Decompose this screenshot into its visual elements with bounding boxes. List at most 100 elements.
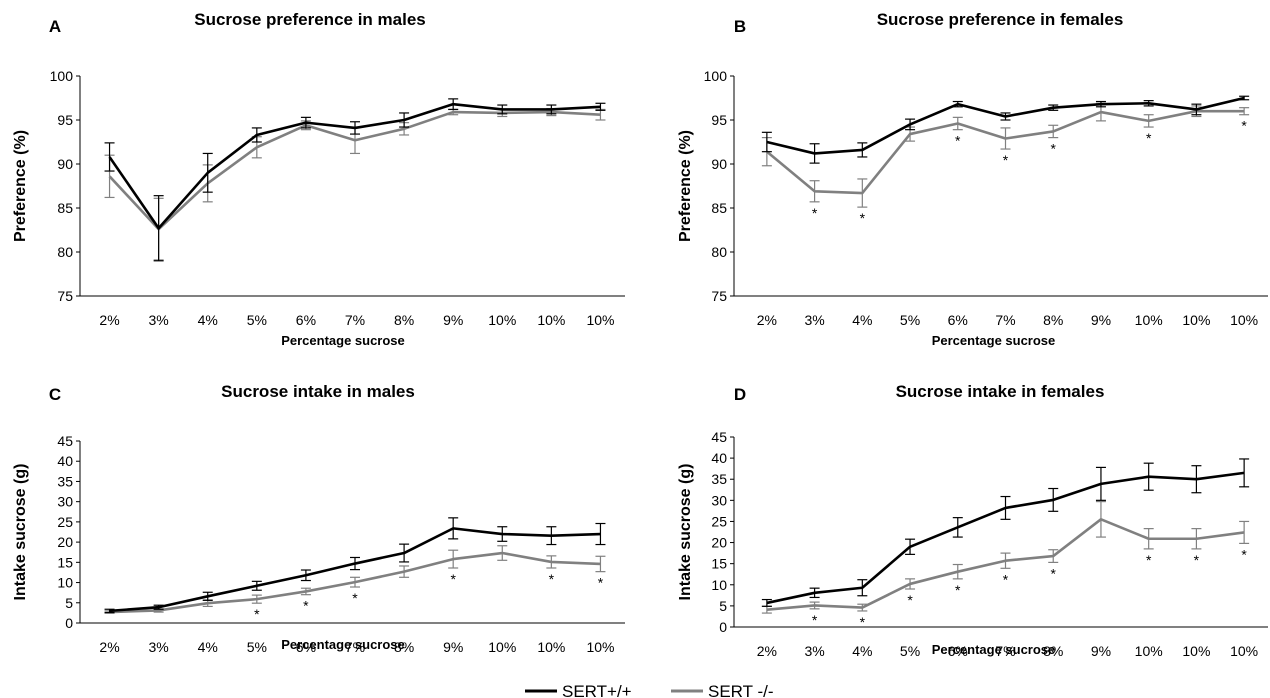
x-tick-label: 6%: [296, 639, 316, 655]
legend-label-sert-ko: SERT -/-: [708, 682, 774, 698]
error-bar: [104, 608, 115, 614]
error-bar: [1143, 462, 1154, 491]
panel-title: Sucrose preference in females: [877, 10, 1124, 29]
y-tick-label: 75: [711, 288, 727, 304]
y-tick-label: 95: [711, 112, 727, 128]
y-tick-label: 90: [711, 156, 727, 172]
error-bar: [202, 152, 213, 193]
error-bar: [952, 100, 963, 108]
error-bar: [857, 178, 868, 208]
error-bar: [448, 549, 459, 569]
error-bar: [952, 116, 963, 131]
x-tick-label: 6%: [296, 312, 316, 328]
x-axis-title: Percentage sucrose: [281, 333, 405, 348]
y-tick-label: 85: [57, 200, 73, 216]
x-tick-label: 3%: [804, 312, 824, 328]
error-bar: [399, 565, 410, 578]
error-bar: [1191, 103, 1202, 116]
x-tick-label: 7%: [995, 312, 1015, 328]
error-bar: [857, 603, 868, 612]
y-tick-label: 30: [57, 494, 73, 510]
x-tick-label: 7%: [345, 639, 365, 655]
error-bar: [546, 555, 557, 569]
x-tick-label: 8%: [394, 639, 414, 655]
error-bar: [761, 598, 772, 607]
series-sert-ko: * * * * * * *: [761, 102, 1250, 226]
error-bar: [546, 526, 557, 546]
error-bar: [300, 116, 311, 129]
error-bar: [202, 591, 213, 601]
x-tick-label: 9%: [1091, 312, 1111, 328]
error-bar: [300, 569, 311, 582]
x-tick-label: 2%: [99, 639, 119, 655]
y-axis-title: Preference (%): [677, 130, 694, 242]
error-bar: [399, 543, 410, 563]
panel-letter: A: [49, 17, 61, 36]
significance-marker: *: [303, 598, 309, 614]
series-sert-wt: [761, 95, 1250, 164]
error-bar: [1095, 100, 1106, 108]
error-bar: [952, 517, 963, 538]
error-bar: [350, 121, 360, 135]
panel-c: C Sucrose intake in males 0 5 10 15 20 25 30 35 40…: [12, 382, 625, 655]
x-tick-label: 10%: [537, 639, 565, 655]
error-bar: [1143, 114, 1154, 128]
y-tick-label: 100: [50, 68, 74, 84]
x-tick-label: 10%: [488, 639, 516, 655]
significance-marker: *: [1241, 546, 1247, 562]
x-tick-label: 8%: [394, 312, 414, 328]
x-tick-label: 10%: [586, 639, 614, 655]
error-bar: [1095, 501, 1106, 538]
x-axis-title: Percentage sucrose: [281, 637, 405, 652]
y-tick-label: 35: [57, 473, 73, 489]
y-tick-label: 20: [711, 535, 727, 551]
y-tick-label: 90: [57, 156, 73, 172]
x-tick-label: 9%: [1091, 643, 1111, 659]
x-tick-label: 9%: [443, 312, 463, 328]
significance-marker: *: [598, 575, 604, 591]
error-bar: [350, 576, 360, 588]
y-tick-label: 0: [65, 615, 73, 631]
x-tick-label: 10%: [1230, 643, 1258, 659]
y-tick-label: 100: [704, 68, 728, 84]
error-bar: [448, 98, 459, 111]
error-bar: [448, 517, 459, 540]
significance-marker: *: [812, 612, 818, 628]
error-bar: [497, 526, 508, 542]
chart-panels: A Sucrose preference in males 75 80 85 90 95 10…: [12, 10, 1268, 659]
error-bar: [905, 578, 916, 590]
x-axis-title: Percentage sucrose: [932, 642, 1056, 657]
y-tick-label: 75: [57, 288, 73, 304]
x-tick-label: 10%: [1135, 312, 1163, 328]
significance-marker: *: [1241, 118, 1247, 134]
error-bar: [1239, 107, 1250, 116]
error-bar: [251, 580, 262, 591]
error-bar: [1048, 124, 1059, 139]
y-tick-label: 15: [57, 554, 73, 570]
y-tick-label: 10: [57, 575, 73, 591]
panel-letter: B: [734, 17, 746, 36]
error-bar: [761, 131, 772, 153]
series-sert-wt: [104, 517, 606, 614]
x-tick-label: 5%: [247, 639, 267, 655]
error-bar: [1000, 112, 1011, 121]
significance-marker: *: [1003, 152, 1009, 168]
x-tick-label: 10%: [1230, 312, 1258, 328]
significance-marker: *: [860, 614, 866, 630]
x-tick-label: 7%: [345, 312, 365, 328]
error-bar: [300, 587, 311, 596]
panel-a: A Sucrose preference in males 75 80 85 90 95 10…: [12, 10, 625, 348]
y-axis-title: Intake sucrose (g): [677, 464, 694, 601]
series-sert-wt: [761, 458, 1250, 607]
x-tick-label: 6%: [948, 643, 968, 659]
x-tick-label: 10%: [488, 312, 516, 328]
significance-marker: *: [860, 210, 866, 226]
x-tick-label: 2%: [757, 643, 777, 659]
significance-marker: *: [352, 590, 358, 606]
error-bar: [595, 102, 606, 111]
x-tick-label: 6%: [948, 312, 968, 328]
significance-marker: *: [955, 582, 961, 598]
legend: SERT+/+ SERT -/-: [525, 682, 774, 698]
y-tick-label: 45: [57, 433, 73, 449]
error-bar: [153, 604, 164, 610]
